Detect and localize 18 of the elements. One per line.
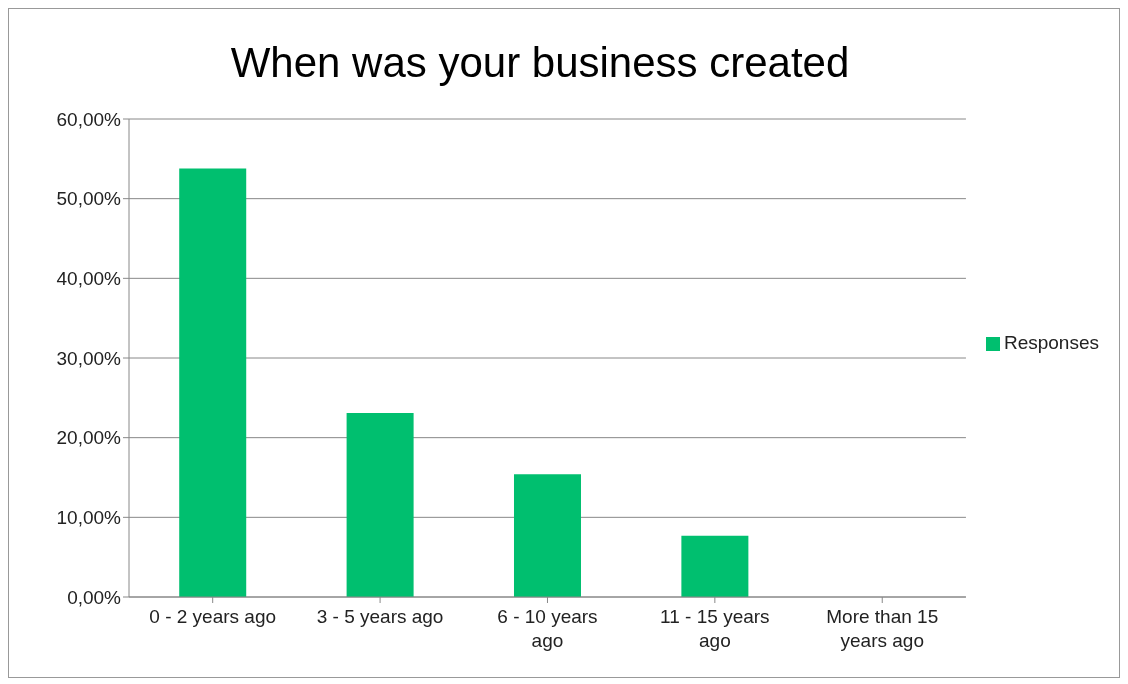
y-tick-label: 40,00% — [56, 268, 122, 290]
y-tick-label: 10,00% — [56, 507, 122, 529]
y-tick-label: 20,00% — [56, 427, 122, 449]
y-tick-label: 30,00% — [56, 347, 122, 369]
y-tick-label: 0,00% — [67, 586, 122, 608]
x-tick-label: 0 - 2 years ago — [149, 606, 277, 627]
x-tick-label: 3 - 5 years ago — [316, 606, 444, 627]
legend-label: Responses — [1003, 332, 1099, 353]
x-tick-label: 6 - 10 years ago — [497, 606, 598, 651]
x-tick-label: 11 - 15 years ago — [660, 606, 770, 651]
chart-title: When was your business created — [229, 39, 851, 87]
y-tick-label: 60,00% — [56, 108, 122, 130]
x-tick-label: More than 15 years ago — [826, 606, 939, 651]
bar — [346, 412, 414, 597]
y-tick-label: 50,00% — [56, 188, 122, 210]
bar — [179, 168, 247, 597]
bar — [513, 474, 581, 597]
bar — [681, 535, 749, 597]
